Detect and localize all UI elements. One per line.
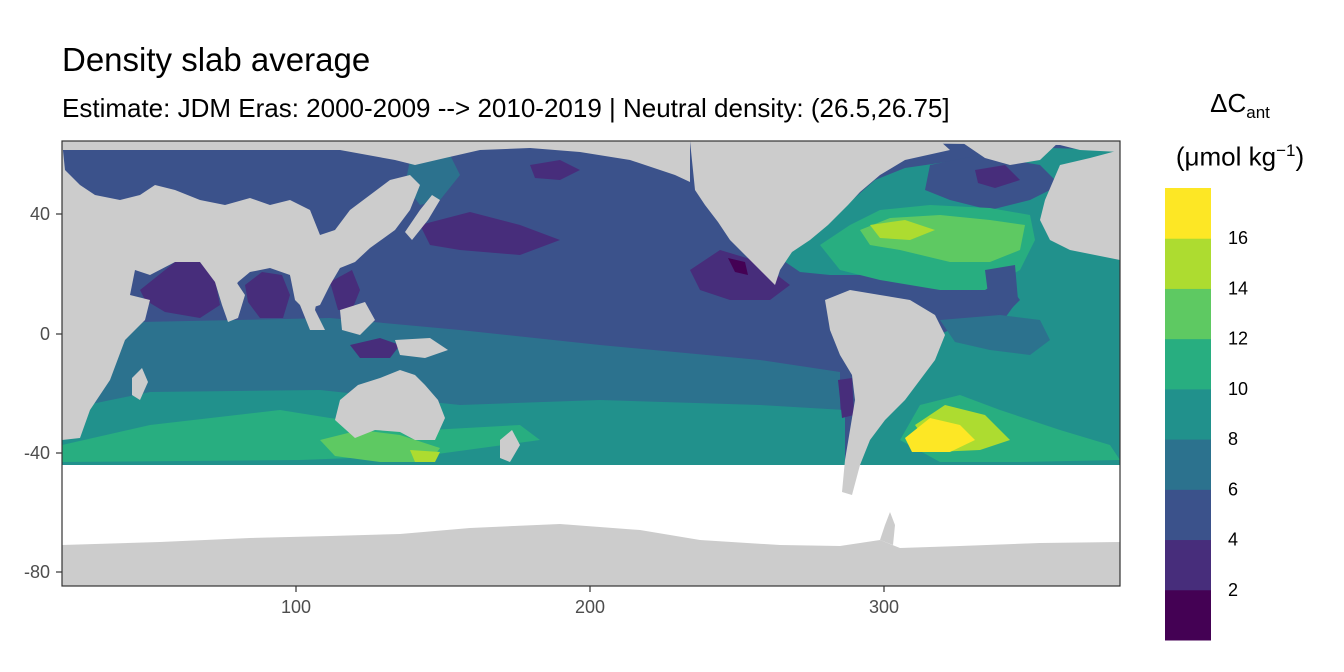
y-tick-label: -40 xyxy=(24,443,50,463)
patch-south-australia xyxy=(320,430,440,462)
legend-break-label: 2 xyxy=(1228,580,1238,600)
legend-swatch xyxy=(1165,489,1211,541)
land-europe-asia-north xyxy=(62,141,1120,182)
legend-break-label: 12 xyxy=(1228,329,1248,349)
y-tick-label: -80 xyxy=(24,562,50,582)
land-new-zealand xyxy=(500,430,520,462)
legend-title-unit: (μmol kg−1) xyxy=(1160,132,1320,176)
patch-south-china-sea xyxy=(330,270,360,310)
legend-break-label: 10 xyxy=(1228,379,1248,399)
south-atlantic-max xyxy=(905,418,975,452)
patch-arabian-sea xyxy=(140,262,220,318)
land-africa xyxy=(62,141,420,440)
land-india xyxy=(215,280,245,322)
atlantic-equatorial xyxy=(940,315,1050,355)
x-tick-label: 200 xyxy=(575,597,605,617)
legend-labels: 2 4 6 8 10 12 14 16 xyxy=(1228,228,1248,600)
land-north-america xyxy=(690,141,950,285)
legend-colorbar xyxy=(1165,188,1211,641)
y-axis-labels: 40 0 -40 -80 xyxy=(24,204,50,582)
land-antarctic-peninsula xyxy=(880,512,895,545)
land-antarctica xyxy=(62,524,1120,586)
legend-title-main: ΔC xyxy=(1210,88,1247,118)
legend-title-variable: ΔCant xyxy=(1160,84,1320,132)
land-australia xyxy=(335,370,445,440)
land-europe xyxy=(1040,150,1120,260)
land-southeast-asia xyxy=(290,268,325,330)
atlantic-east-low xyxy=(985,265,1018,318)
legend-swatch xyxy=(1165,589,1211,641)
legend-swatch xyxy=(1165,338,1211,390)
land-borneo xyxy=(340,302,375,335)
chart-title: Density slab average xyxy=(62,41,371,78)
patch-peru-low xyxy=(838,378,854,418)
patch-eastern-pacific-min xyxy=(728,258,748,275)
patch-indonesia-low xyxy=(350,338,400,358)
land-south-america xyxy=(825,290,945,495)
land-japan xyxy=(405,195,440,240)
land-new-guinea xyxy=(395,338,448,358)
map-layers xyxy=(62,141,1120,586)
panel-border xyxy=(61,140,1121,587)
patch-okhotsk xyxy=(405,155,460,205)
x-axis-labels: 100 200 300 xyxy=(281,597,899,617)
y-tick-label: 0 xyxy=(40,324,50,344)
axis-ticks xyxy=(56,213,885,592)
legend-unit-sup: −1 xyxy=(1276,141,1296,161)
legend-swatch xyxy=(1165,238,1211,289)
patch-nw-pacific-low xyxy=(420,212,560,255)
legend-break-label: 16 xyxy=(1228,228,1248,248)
legend-unit-prefix: (μmol kg xyxy=(1175,141,1277,172)
land-layer xyxy=(62,141,1120,586)
legend-swatch xyxy=(1165,288,1211,340)
x-tick-label: 100 xyxy=(281,597,311,617)
legend-break-label: 6 xyxy=(1228,479,1238,499)
legend-break-label: 8 xyxy=(1228,429,1238,449)
legend-break-label: 4 xyxy=(1228,530,1238,550)
legend-swatch xyxy=(1165,388,1211,440)
chart-subtitle: Estimate: JDM Eras: 2000-2009 --> 2010-2… xyxy=(62,93,950,123)
x-tick-label: 300 xyxy=(869,597,899,617)
patch-bering-low xyxy=(530,160,580,180)
legend-swatch xyxy=(1165,188,1211,239)
atlantic-subpolar-low xyxy=(975,165,1020,188)
legend-swatch xyxy=(1165,439,1211,490)
legend-title-sub: ant xyxy=(1246,103,1270,123)
patch-bay-of-bengal xyxy=(245,272,290,318)
legend-break-label: 14 xyxy=(1228,278,1248,298)
y-tick-label: 40 xyxy=(30,204,50,224)
patch-south-australia-high xyxy=(410,450,440,462)
legend-title: ΔCant (μmol kg−1) xyxy=(1160,84,1320,176)
legend-swatch xyxy=(1165,539,1211,591)
land-greenland xyxy=(960,141,1060,165)
legend-unit-suffix: ) xyxy=(1295,141,1305,172)
land-madagascar xyxy=(132,368,148,400)
patch-eastern-pacific-low xyxy=(690,250,790,300)
atlantic-subtropical-14-16 xyxy=(870,220,935,240)
